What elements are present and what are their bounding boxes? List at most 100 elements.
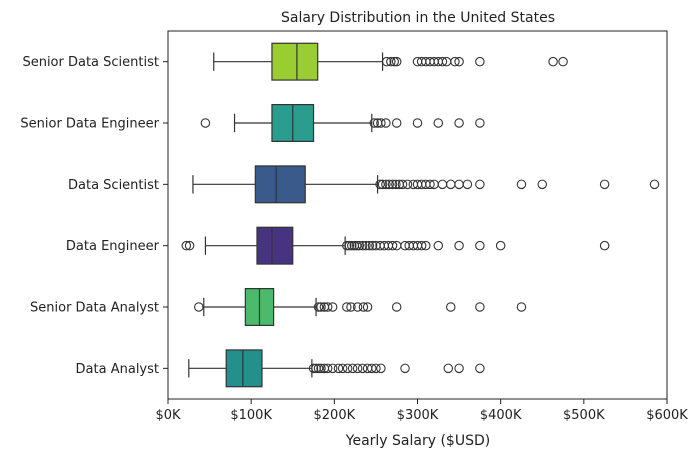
outlier-point: [352, 240, 362, 251]
outlier-point: [462, 179, 473, 190]
outlier-point: [369, 118, 380, 128]
outlier-point: [375, 179, 385, 190]
outlier-point: [354, 240, 365, 251]
outlier-point: [313, 363, 324, 374]
outlier-point: [454, 363, 464, 374]
outlier-point: [391, 302, 402, 312]
x-tick-label: $100K: [230, 408, 272, 423]
outlier-point: [558, 56, 568, 67]
outlier-point: [548, 56, 558, 67]
outlier-point: [397, 179, 408, 190]
outlier-point: [337, 363, 348, 374]
outlier-point: [308, 363, 319, 374]
outlier-point: [516, 179, 527, 190]
outlier-point: [381, 56, 392, 67]
category-label: Data Analyst: [76, 362, 159, 377]
outlier-point: [425, 179, 435, 190]
outlier-point: [391, 179, 401, 190]
plot-area-frame: [167, 30, 668, 400]
outlier-point: [358, 302, 369, 312]
outlier-point: [384, 179, 394, 190]
outlier-point: [342, 363, 353, 374]
outlier-point: [364, 240, 375, 251]
outlier-point: [599, 179, 610, 190]
outlier-point: [433, 240, 444, 251]
outlier-point: [421, 240, 431, 251]
outlier-point: [377, 179, 388, 190]
outlier-point: [437, 179, 448, 190]
box-group: [188, 349, 485, 388]
box-iqr: [271, 42, 319, 81]
outlier-point: [327, 363, 338, 374]
x-tick-label: $500K: [563, 408, 605, 423]
x-tick-label: $600K: [646, 408, 688, 423]
boxes-layer: [181, 42, 660, 388]
outlier-point: [649, 179, 660, 190]
outlier-point: [352, 363, 363, 374]
outlier-point: [333, 363, 344, 374]
outlier-point: [475, 56, 485, 67]
outlier-point: [357, 240, 368, 251]
outlier-point: [184, 240, 195, 251]
outlier-point: [344, 240, 355, 251]
outlier-point: [475, 179, 485, 190]
outlier-point: [194, 302, 204, 312]
outlier-point: [352, 302, 363, 312]
outlier-point: [454, 118, 464, 128]
outlier-point: [371, 363, 381, 374]
outlier-point: [599, 240, 610, 251]
outlier-point: [443, 363, 454, 374]
outlier-point: [400, 363, 410, 374]
outlier-point: [362, 302, 373, 312]
category-label: Senior Data Analyst: [30, 301, 159, 316]
outlier-point: [437, 56, 448, 67]
chart-title: Salary Distribution in the United States: [281, 10, 555, 26]
outlier-point: [412, 118, 423, 128]
box-group: [213, 42, 568, 81]
outlier-point: [537, 179, 547, 190]
box-group: [194, 288, 527, 327]
box-iqr: [256, 226, 294, 265]
outlier-point: [475, 302, 485, 312]
outlier-point: [357, 363, 368, 374]
outlier-point: [367, 363, 377, 374]
outlier-point: [402, 179, 413, 190]
box-iqr: [225, 349, 263, 388]
x-tick-label: $400K: [480, 408, 522, 423]
x-tick-label: $300K: [397, 408, 439, 423]
outlier-point: [376, 363, 386, 374]
category-label: Senior Data Scientist: [22, 55, 159, 70]
category-label: Senior Data Engineer: [20, 117, 159, 132]
outlier-point: [347, 363, 358, 374]
outlier-point: [342, 240, 352, 251]
box-group: [200, 103, 485, 142]
outlier-point: [376, 118, 386, 128]
outlier-point: [516, 302, 527, 312]
outlier-point: [322, 363, 333, 374]
outlier-point: [361, 240, 371, 251]
outlier-point: [316, 302, 326, 312]
outlier-point: [475, 240, 485, 251]
outlier-point: [316, 363, 326, 374]
outlier-point: [200, 118, 211, 128]
outlier-point: [342, 302, 352, 312]
category-label: Data Scientist: [68, 178, 159, 193]
outlier-point: [446, 179, 456, 190]
outlier-point: [454, 240, 464, 251]
outlier-point: [387, 179, 398, 190]
x-axis: $0K $100K $200K $300K $400K $500K $600K: [155, 399, 688, 423]
outlier-point: [386, 56, 396, 67]
outlier-point: [454, 179, 464, 190]
box-iqr: [254, 165, 306, 204]
outlier-point: [450, 56, 460, 67]
outlier-point: [381, 179, 391, 190]
outlier-point: [446, 302, 456, 312]
outlier-point: [454, 56, 464, 67]
outlier-point: [391, 118, 402, 128]
outlier-point: [389, 56, 399, 67]
outlier-point: [181, 240, 192, 251]
box-group: [181, 226, 610, 265]
category-label: Data Engineer: [66, 239, 160, 254]
